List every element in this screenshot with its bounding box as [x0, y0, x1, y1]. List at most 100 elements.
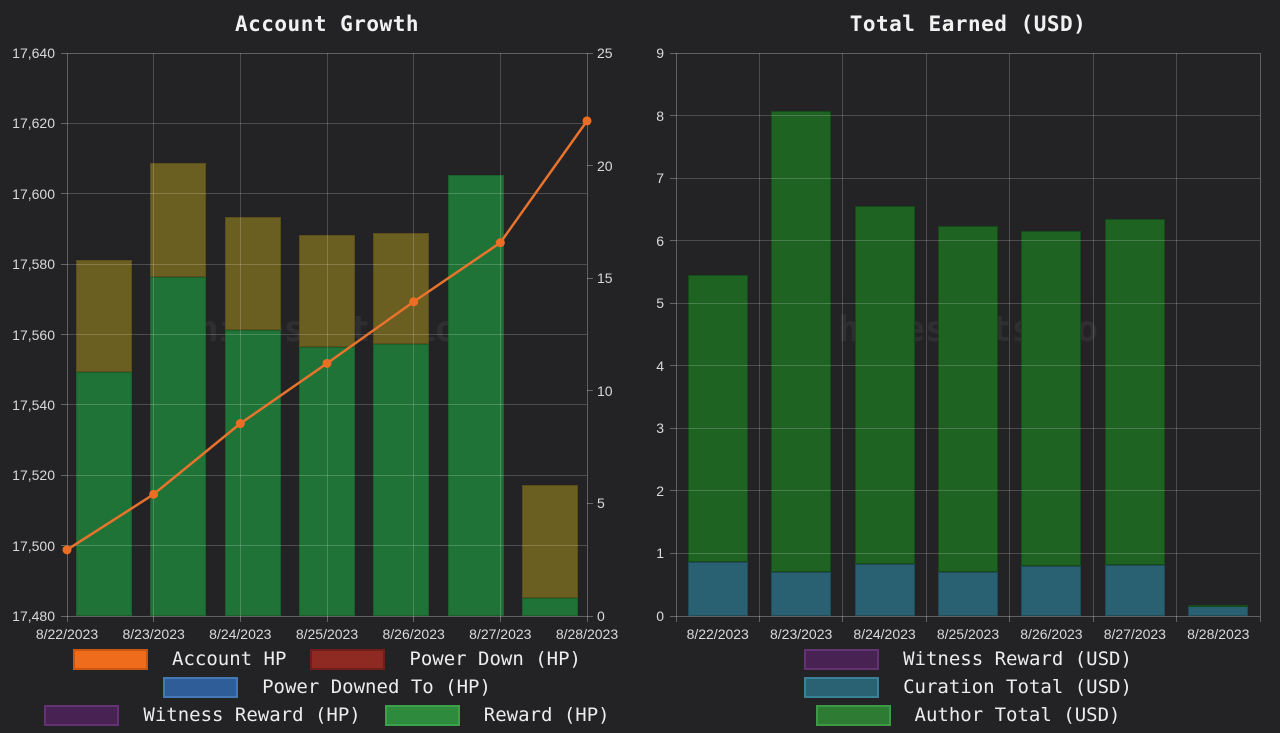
h-gridline — [67, 334, 587, 335]
x-axis-label: 8/24/2023 — [209, 626, 272, 642]
line-path — [66, 120, 589, 551]
legend-label: Power Downed To (HP) — [262, 676, 491, 698]
line-point[interactable] — [235, 419, 245, 429]
bar-author-total-usd[interactable] — [938, 225, 998, 573]
bar-author-total-usd[interactable] — [1021, 230, 1082, 566]
v-gridline — [586, 53, 588, 616]
line-point[interactable] — [409, 297, 419, 307]
x-tick — [586, 616, 588, 622]
h-gridline — [676, 427, 1260, 429]
y-right-tick — [587, 390, 593, 392]
bar-curation-total-usd[interactable] — [1104, 564, 1165, 616]
v-gridline — [758, 53, 760, 616]
legend-label: Witness Reward (USD) — [903, 648, 1132, 670]
legend-row: Account HP Power Down (HP) — [67, 645, 587, 673]
bar-reward-hp[interactable] — [224, 329, 281, 616]
x-tick — [66, 616, 68, 622]
bar-reward-hp[interactable] — [76, 371, 133, 616]
y-axis-tick-label: 0 — [656, 608, 664, 624]
x-axis-label: 8/27/2023 — [469, 626, 532, 642]
bar-reward-hp[interactable] — [150, 277, 207, 616]
line-point[interactable] — [495, 238, 505, 248]
y-tick — [61, 122, 67, 124]
x-axis-label: 8/25/2023 — [936, 626, 1000, 642]
legend-item-author-total-usd[interactable]: Author Total (USD) — [815, 704, 1120, 726]
y-axis-tick-label: 2 — [656, 482, 664, 499]
bar-power-down-hp[interactable] — [224, 217, 281, 330]
bar-author-total-usd[interactable] — [854, 206, 915, 565]
y-axis-tick-label: 17,560 — [12, 326, 55, 343]
legend-item-account-hp[interactable]: Account HP — [73, 648, 286, 670]
bar-curation-total-usd[interactable] — [1021, 565, 1082, 616]
bar-power-down-hp[interactable] — [521, 485, 578, 598]
x-axis-label: 8/28/2023 — [1187, 626, 1250, 642]
line-point[interactable] — [322, 358, 332, 368]
v-gridline — [1009, 53, 1011, 616]
v-gridline — [499, 53, 501, 616]
bar-power-down-hp[interactable] — [299, 235, 355, 347]
y-tick — [61, 52, 67, 54]
bar-curation-total-usd[interactable] — [1188, 605, 1249, 616]
y-right-axis-tick-label: 20 — [597, 157, 613, 174]
bar-author-total-usd[interactable] — [1104, 219, 1165, 565]
y-tick — [61, 615, 67, 617]
h-gridline — [676, 52, 1260, 54]
y-tick — [670, 427, 676, 429]
bar-curation-total-usd[interactable] — [938, 572, 998, 616]
legend-item-reward-hp[interactable]: Reward (HP) — [384, 704, 610, 726]
bar-curation-total-usd[interactable] — [771, 571, 832, 616]
legend-item-witness-reward-hp[interactable]: Witness Reward (HP) — [44, 704, 361, 726]
y-tick — [670, 115, 676, 117]
v-gridline — [66, 53, 68, 616]
bar-power-down-hp[interactable] — [76, 260, 133, 372]
h-gridline — [67, 52, 587, 54]
y-tick — [670, 240, 676, 242]
x-axis-label: 8/24/2023 — [853, 626, 916, 642]
y-right-tick — [587, 52, 593, 54]
bar-curation-total-usd[interactable] — [854, 564, 915, 616]
y-right-axis-tick-label: 15 — [597, 270, 613, 287]
h-gridline — [67, 545, 587, 547]
y-axis-tick-label: 17,640 — [12, 45, 55, 61]
legend: Witness Reward (USD) Curation Total (USD)… — [676, 645, 1260, 729]
account-hp-line — [62, 116, 592, 555]
h-gridline — [676, 365, 1260, 367]
bar-reward-hp[interactable] — [521, 597, 578, 616]
bar-author-total-usd[interactable] — [687, 275, 748, 563]
h-gridline — [676, 177, 1260, 179]
legend-item-witness-reward-usd[interactable]: Witness Reward (USD) — [804, 648, 1132, 670]
legend-row: Witness Reward (HP) Reward (HP) — [44, 701, 610, 729]
y-right-axis-tick-label: 10 — [597, 382, 613, 399]
legend-label: Reward (HP) — [483, 704, 610, 726]
y-axis-tick-label: 7 — [656, 170, 664, 187]
line-point[interactable] — [149, 489, 159, 499]
x-tick — [1009, 616, 1011, 622]
line-point[interactable] — [582, 116, 592, 126]
line-point[interactable] — [62, 545, 72, 555]
h-gridline — [67, 122, 587, 124]
y-tick — [61, 404, 67, 406]
h-gridline — [67, 404, 587, 406]
h-gridline — [676, 302, 1260, 304]
bar-curation-total-usd[interactable] — [687, 562, 748, 616]
legend-item-power-downed-to-hp[interactable]: Power Downed To (HP) — [163, 676, 491, 698]
legend-item-curation-total-usd[interactable]: Curation Total (USD) — [804, 676, 1132, 698]
legend-item-power-down-hp[interactable]: Power Down (HP) — [310, 648, 581, 670]
bar-reward-hp[interactable] — [299, 346, 355, 616]
y-tick — [670, 365, 676, 367]
bar-author-total-usd[interactable] — [771, 110, 832, 572]
y-axis-tick-label: 3 — [656, 420, 664, 437]
legend-row: Power Downed To (HP) — [67, 673, 587, 701]
bar-power-down-hp[interactable] — [150, 163, 207, 278]
x-axis-label: 8/22/2023 — [686, 626, 749, 642]
y-tick — [670, 302, 676, 304]
bar-author-total-usd[interactable] — [1188, 604, 1249, 607]
x-tick — [153, 616, 155, 622]
y-axis-tick-label: 6 — [656, 232, 664, 249]
y-axis-tick-label: 17,580 — [12, 256, 55, 273]
legend-swatch — [804, 676, 880, 698]
x-axis-label: 8/23/2023 — [122, 626, 185, 642]
y-axis-tick-label: 9 — [656, 45, 664, 61]
bar-reward-hp[interactable] — [373, 343, 430, 616]
